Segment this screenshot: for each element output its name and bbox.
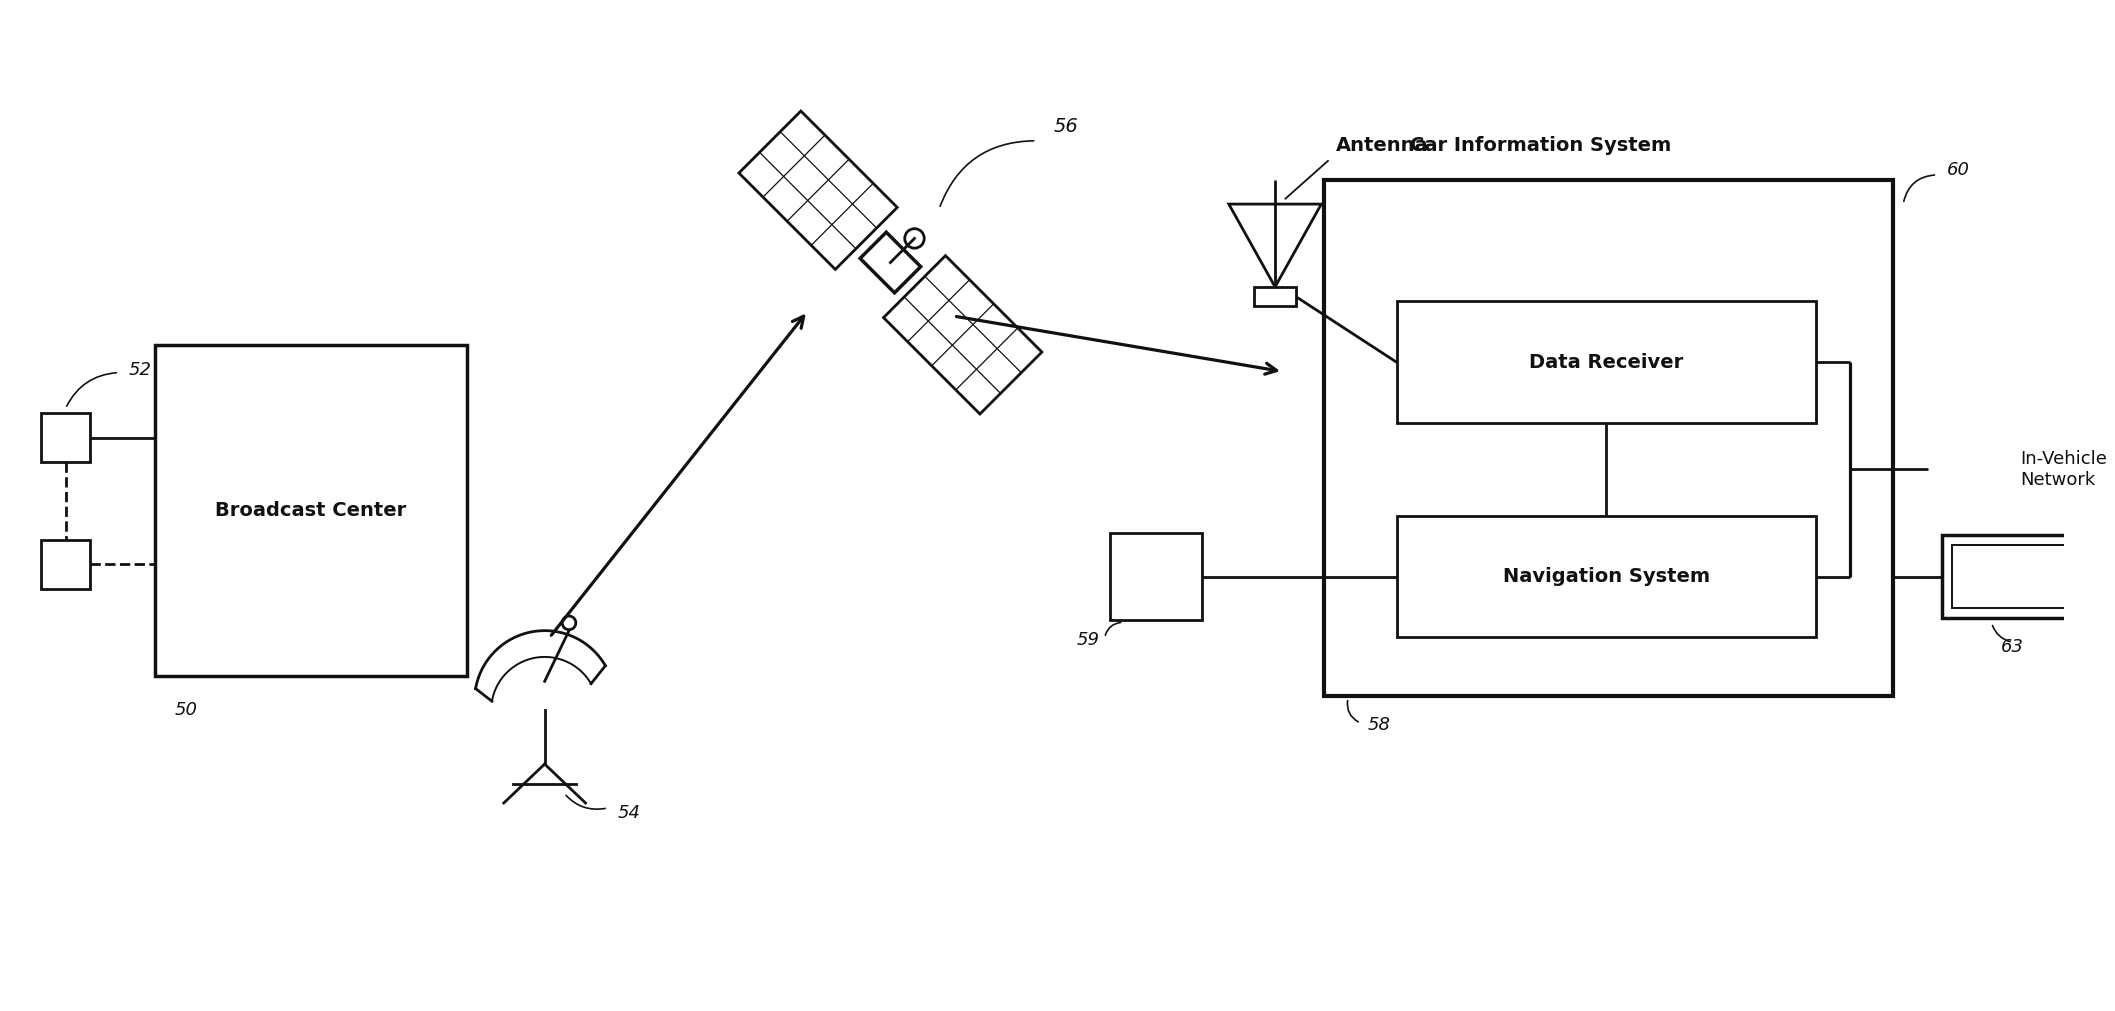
Bar — [40, 413, 89, 462]
Text: 50: 50 — [176, 702, 197, 720]
Text: Data Receiver: Data Receiver — [1529, 353, 1684, 372]
Bar — [1952, 545, 2073, 609]
Text: In-Vehicle
Network: In-Vehicle Network — [2020, 450, 2107, 489]
Text: 59: 59 — [1077, 631, 1100, 649]
Bar — [1324, 180, 1893, 696]
Text: Car Information System: Car Information System — [1409, 136, 1671, 155]
Text: 54: 54 — [618, 804, 641, 822]
Polygon shape — [861, 233, 920, 293]
Bar — [1110, 533, 1201, 621]
Bar — [40, 540, 89, 588]
Text: Broadcast Center: Broadcast Center — [216, 501, 406, 521]
Bar — [1396, 301, 1815, 424]
Text: 63: 63 — [2001, 638, 2024, 656]
Text: Antenna: Antenna — [1337, 136, 1428, 155]
Bar — [1254, 287, 1296, 306]
Bar — [1942, 535, 2083, 618]
Polygon shape — [738, 111, 897, 269]
Text: 58: 58 — [1368, 716, 1390, 734]
Bar — [1396, 516, 1815, 638]
Text: 56: 56 — [1053, 116, 1079, 135]
Text: Navigation System: Navigation System — [1502, 567, 1709, 586]
Text: 52: 52 — [129, 361, 152, 379]
Bar — [154, 346, 467, 676]
Text: 60: 60 — [1948, 161, 1969, 179]
Polygon shape — [884, 256, 1043, 415]
